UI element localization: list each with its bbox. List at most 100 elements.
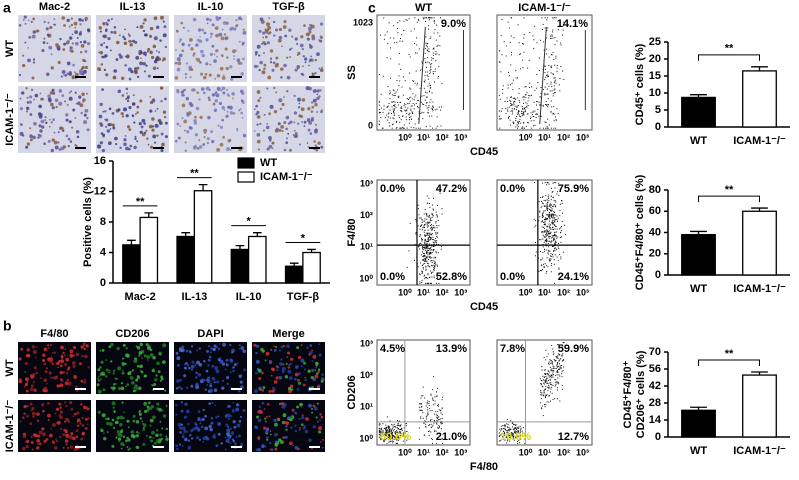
event-dot: [545, 263, 546, 264]
cell: [177, 68, 181, 72]
cell: [223, 74, 225, 76]
event-dot: [510, 101, 511, 102]
event-dot: [554, 221, 555, 222]
cell: [60, 364, 63, 367]
cell: [133, 390, 136, 393]
event-dot: [551, 205, 552, 206]
y-tick-label: 0: [368, 120, 373, 130]
event-dot: [405, 80, 406, 81]
cell: [241, 18, 243, 20]
cell: [85, 66, 88, 69]
event-dot: [526, 86, 527, 87]
event-dot: [554, 228, 555, 229]
event-dot: [558, 195, 559, 196]
event-dot: [435, 264, 436, 265]
event-dot: [556, 235, 557, 236]
cell: [261, 444, 265, 448]
event-dot: [429, 233, 430, 234]
event-dot: [400, 102, 401, 103]
event-dot: [419, 439, 420, 440]
event-dot: [530, 117, 531, 118]
cell: [271, 375, 273, 377]
cell: [157, 108, 159, 110]
event-dot: [427, 226, 428, 227]
event-dot: [427, 225, 428, 226]
event-dot: [553, 95, 554, 96]
event-dot: [401, 108, 402, 109]
event-dot: [430, 38, 431, 39]
cell: [36, 446, 39, 449]
cell: [229, 358, 232, 361]
event-dot: [399, 81, 400, 82]
event-dot: [397, 443, 398, 444]
event-dot: [507, 419, 508, 420]
cell: [181, 50, 184, 53]
cell: [63, 43, 66, 46]
event-dot: [544, 230, 545, 231]
event-dot: [511, 35, 512, 36]
event-dot: [545, 240, 546, 241]
cell: [42, 432, 46, 436]
cell: [24, 371, 26, 373]
event-dot: [407, 98, 408, 99]
cell: [32, 18, 35, 21]
event-dot: [527, 122, 528, 123]
event-dot: [421, 404, 422, 405]
event-dot: [531, 95, 532, 96]
cell: [197, 373, 201, 377]
event-dot: [553, 238, 554, 239]
event-dot: [556, 226, 557, 227]
cell: [254, 65, 257, 68]
event-dot: [418, 266, 419, 267]
event-dot: [499, 50, 500, 51]
event-dot: [553, 52, 554, 53]
cell: [289, 376, 293, 380]
event-dot: [422, 410, 423, 411]
cell: [263, 130, 265, 132]
cell: [132, 369, 134, 371]
cell: [227, 93, 229, 95]
event-dot: [557, 221, 558, 222]
event-dot: [427, 248, 428, 249]
cell: [75, 73, 79, 77]
event-dot: [427, 412, 428, 413]
event-dot: [518, 123, 519, 124]
event-dot: [428, 198, 429, 199]
event-dot: [563, 360, 564, 361]
event-dot: [436, 283, 437, 284]
cell: [194, 364, 196, 366]
event-dot: [546, 101, 547, 102]
cell: [314, 369, 316, 371]
cell: [199, 347, 201, 349]
y-axis-label: Positive cells (%): [82, 177, 94, 267]
event-dot: [419, 217, 420, 218]
event-dot: [521, 428, 522, 429]
event-dot: [546, 207, 547, 208]
cell: [227, 426, 229, 428]
event-dot: [545, 223, 546, 224]
significance-bracket: [699, 196, 760, 202]
cell: [80, 422, 82, 424]
cell: [213, 381, 215, 383]
cell: [35, 357, 37, 359]
event-dot: [436, 420, 437, 421]
x-tick-label: 10¹: [538, 287, 551, 297]
cell: [102, 388, 105, 391]
event-dot: [554, 238, 555, 239]
cell: [191, 437, 193, 439]
cell: [45, 122, 47, 124]
event-dot: [547, 89, 548, 90]
event-dot: [398, 425, 399, 426]
event-dot: [430, 225, 431, 226]
cell: [157, 67, 159, 69]
cell: [98, 375, 100, 377]
cell: [122, 370, 124, 372]
event-dot: [427, 216, 428, 217]
cell: [181, 22, 184, 25]
cell: [215, 49, 218, 52]
event-dot: [426, 219, 427, 220]
event-dot: [433, 249, 434, 250]
event-dot: [535, 225, 536, 226]
event-dot: [523, 38, 524, 39]
event-dot: [425, 259, 426, 260]
